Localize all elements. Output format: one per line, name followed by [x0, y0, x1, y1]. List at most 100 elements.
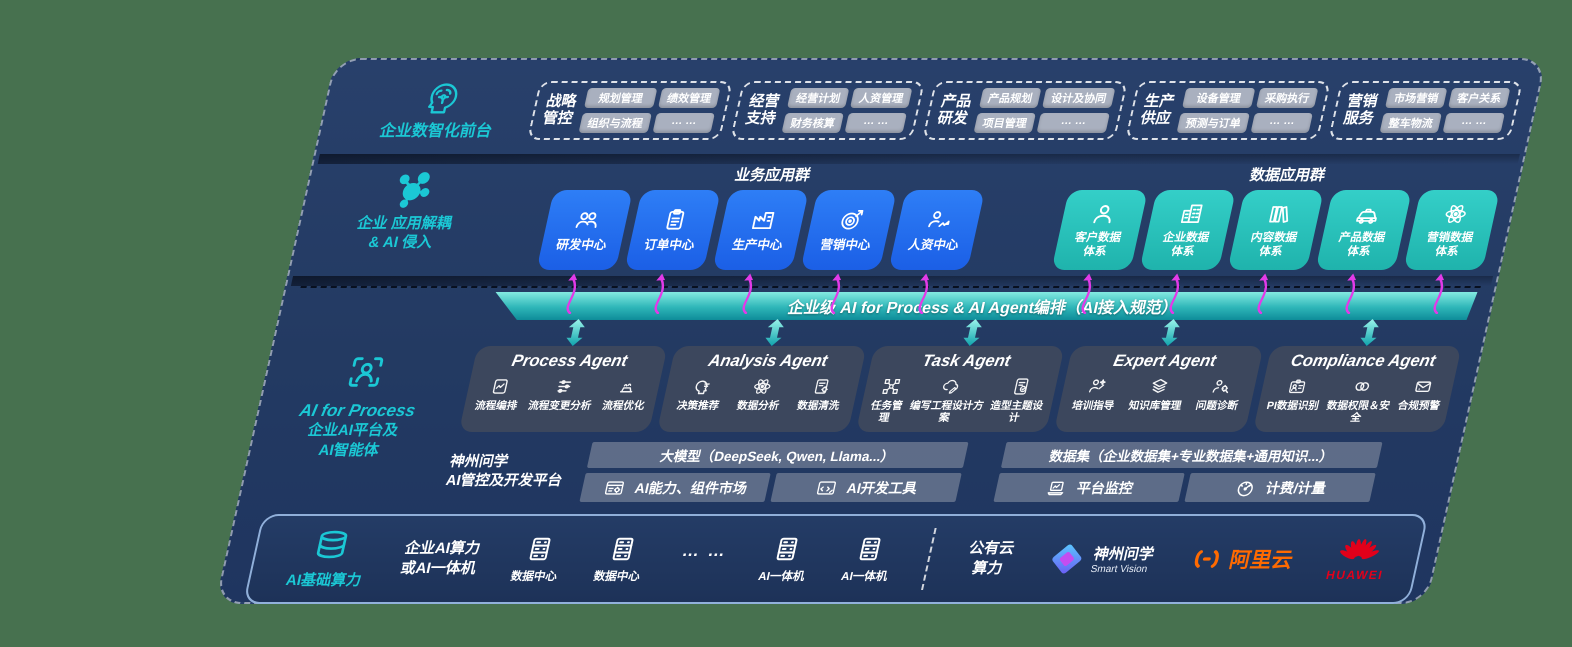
ai-platform-label-block: AI for Process 企业AI平台及 AI智能体 [263, 352, 455, 460]
agent-item: PI数据识别 [1266, 376, 1326, 412]
agent-item: 合规预警 [1396, 376, 1446, 412]
dev-platform-label-line1: 神州问学 [448, 453, 511, 470]
agent-title: Expert Agent [1111, 352, 1218, 370]
huawei-name: HUAWEI [1324, 567, 1385, 582]
agent-title: Process Agent [510, 352, 630, 370]
agent-title: Analysis Agent [706, 352, 830, 370]
group-name-line2: 服务 [1341, 110, 1376, 127]
agent-item: 知识库管理 [1127, 376, 1187, 412]
group-name-line2: 供应 [1138, 110, 1173, 127]
atom-icon [1439, 201, 1471, 227]
group-name-line1: 经营 [747, 92, 782, 110]
mentor-icon [1084, 376, 1110, 397]
tile-hr-center[interactable]: 人资中心 [888, 190, 985, 314]
diagnose-icon [1208, 376, 1234, 397]
sync-arrow-icon [566, 319, 586, 346]
sync-arrow-icon [1161, 319, 1181, 346]
shenzhou-logo: 神州问学 Smart Vision [1045, 541, 1157, 577]
compute-label-block: AI基础算力 [284, 528, 373, 590]
agent-item: 决策推荐 [676, 376, 726, 412]
agent-title: Compliance Agent [1289, 352, 1438, 370]
tile-marketing-data[interactable]: 营销数据 体系 [1403, 190, 1500, 314]
chip: 采购执行 [1256, 87, 1319, 108]
tablet-check-icon [1008, 376, 1034, 397]
tile-enterprise-data[interactable]: 企业数据 体系 [1139, 190, 1236, 314]
frontend-group-operation: 经营 支持 经营计划 人资管理 财务核算 … … [730, 80, 926, 140]
cell-monitor[interactable]: 平台监控 [993, 473, 1185, 503]
flow-arrow [918, 273, 929, 314]
alicloud-name: 阿里云 [1226, 549, 1296, 573]
ai-platform-line2: 企业AI平台及 [306, 422, 400, 439]
frontend-group-marketing: 营销 服务 市场营销 客户关系 整车物流 … … [1328, 80, 1524, 140]
tile-label-line1: 产品数据 [1337, 231, 1387, 244]
server-datacenter-1: 数据中心 [509, 534, 566, 584]
server-ai-unit-2: AI一体机 [840, 534, 897, 584]
tile-label-line2: 体系 [1258, 245, 1284, 258]
tile-product-data[interactable]: 产品数据 体系 [1315, 190, 1412, 314]
head-chat-icon [689, 376, 715, 397]
dataset-column: 数据集（企业数据集+专业数据集+通用知识...） 平台监控 计费/计量 [993, 442, 1383, 503]
cell-component-market[interactable]: AI能力、组件市场 [579, 473, 771, 503]
tile-order-center[interactable]: 订单中心 [624, 190, 721, 314]
agent-item: 数据清洗 [796, 376, 846, 412]
frontend-label-block: 企业数智化前台 [341, 79, 541, 142]
dataset-bar: 数据集（企业数据集+专业数据集+通用知识...） [1000, 442, 1383, 469]
database-icon [309, 528, 353, 564]
chip: 人资管理 [850, 87, 913, 108]
server-icon [852, 534, 889, 564]
chip-more: … … [844, 112, 908, 133]
tile-label-line1: 内容数据 [1249, 231, 1299, 244]
tile-label: 研发中心 [554, 238, 608, 252]
tile-rd-center[interactable]: 研发中心 [536, 190, 633, 314]
chip: 组织与流程 [578, 112, 653, 133]
mail-alert-icon [1410, 376, 1436, 397]
agent-expert: Expert Agent 培训指导 知识库管理 问题诊断 [1053, 319, 1264, 433]
car-icon [1351, 201, 1383, 227]
monitor-icon [1043, 477, 1070, 499]
person-icon [1087, 201, 1119, 227]
tile-label-line2: 体系 [1346, 245, 1372, 258]
tile-label-line1: 客户数据 [1073, 231, 1123, 244]
tile-production-center[interactable]: 生产中心 [712, 190, 809, 314]
flow-arrow [1081, 273, 1092, 314]
factory-icon [747, 207, 779, 233]
agent-item: 培训指导 [1071, 376, 1121, 412]
tile-customer-data[interactable]: 客户数据 体系 [1051, 190, 1148, 314]
cell-devtools[interactable]: AI开发工具 [770, 473, 962, 503]
target-icon [835, 207, 867, 233]
architecture-panel: 企业数智化前台 战略 管控 规划管理 绩效管理 组织与流程 … … 经营 支持 经营… [214, 58, 1548, 605]
tile-label-line1: 营销数据 [1425, 231, 1475, 244]
tile-content-data[interactable]: 内容数据 体系 [1227, 190, 1324, 314]
app-band-label-line2: & AI 侵入 [366, 233, 435, 251]
tile-label-line1: 企业数据 [1161, 231, 1211, 244]
chip: 设备管理 [1182, 87, 1256, 108]
dev-platform-band: 神州问学 AI管控及开发平台 大模型（DeepSeek, Qwen, Llama… [441, 442, 1446, 503]
devtools-icon [813, 477, 840, 499]
agents-band: Process Agent 流程编排 流程变更分析 流程优化 Analysis … [458, 319, 1462, 433]
business-group-title: 业务应用群 [733, 167, 813, 184]
flow-arrow [566, 273, 577, 314]
layers-icon [1146, 376, 1172, 397]
agent-item: 流程编排 [474, 376, 524, 412]
node-grid-icon [878, 376, 904, 397]
tile-label: 生产中心 [730, 238, 784, 252]
frontend-label: 企业数智化前台 [378, 122, 494, 140]
group-name-line2: 支持 [743, 110, 778, 127]
agent-item: 数据权限＆安全 [1322, 376, 1397, 424]
chip: 整车物流 [1379, 112, 1443, 133]
gauge-icon [1232, 477, 1259, 499]
group-name-line1: 营销 [1345, 92, 1380, 110]
books-icon [1263, 201, 1295, 227]
sync-arrow-icon [963, 319, 982, 346]
tile-marketing-center[interactable]: 营销中心 [800, 190, 897, 314]
cell-billing[interactable]: 计费/计量 [1184, 473, 1376, 503]
optimize-icon [615, 376, 641, 397]
chip-more: … … [652, 112, 716, 133]
talent-icon [923, 207, 955, 233]
brain-icon [420, 79, 466, 117]
team-icon [571, 207, 603, 233]
dashed-divider [921, 528, 937, 591]
ai-platform-title: AI for Process [297, 401, 418, 420]
agent-item: 流程优化 [601, 376, 651, 412]
sync-arrow-icon [765, 319, 784, 346]
